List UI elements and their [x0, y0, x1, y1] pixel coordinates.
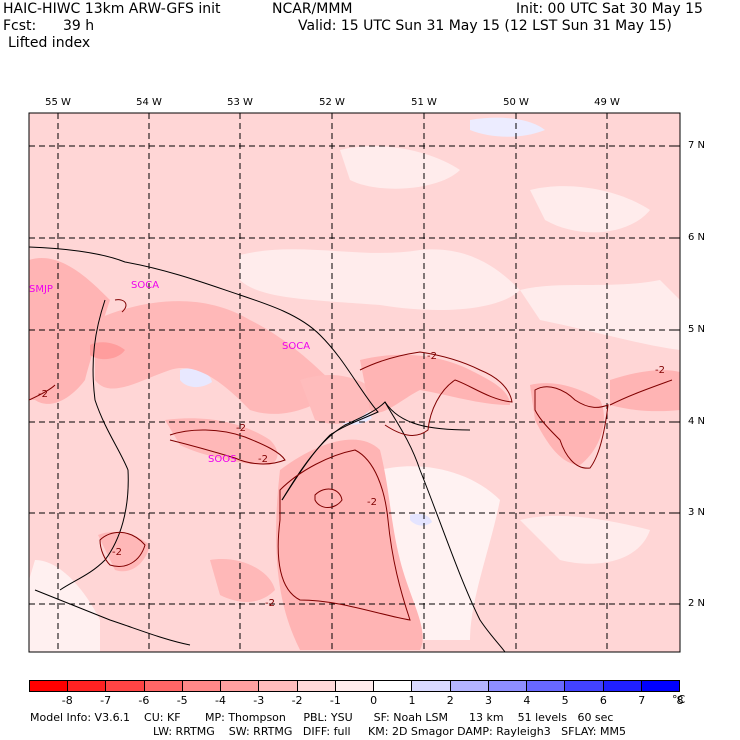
- station-label: SOCA: [282, 341, 310, 352]
- colorbar-tick-label: 6: [599, 694, 607, 707]
- lon-label: 55 W: [45, 97, 71, 108]
- colorbar-tick-label: 7: [638, 694, 646, 707]
- colorbar-swatch: [488, 681, 528, 691]
- map-frame: [28, 112, 681, 653]
- colorbar-swatch: [565, 681, 604, 691]
- colorbar-swatch: [527, 681, 566, 691]
- colorbar-tick-label: -7: [100, 694, 112, 707]
- field-name: Lifted index: [8, 35, 91, 51]
- colorbar-swatch: [106, 681, 145, 691]
- valid-time: Valid: 15 UTC Sun 31 May 15 (12 LST Sun …: [298, 18, 672, 34]
- contour-label: -2: [112, 547, 122, 558]
- contour-label: -2: [655, 365, 665, 376]
- colorbar-swatch: [412, 681, 451, 691]
- colorbar-swatch: [259, 681, 298, 691]
- init-time: Init: 00 UTC Sat 30 May 15: [516, 1, 703, 17]
- colorbar-tick-label: 3: [485, 694, 493, 707]
- colorbar-swatch: [182, 681, 222, 691]
- lon-label: 54 W: [136, 97, 162, 108]
- lat-label: 3 N: [688, 507, 706, 518]
- colorbar-swatch: [603, 681, 642, 691]
- colorbar-swatch: [374, 681, 413, 691]
- contour-label: -2: [236, 423, 246, 434]
- colorbar-swatch: [450, 681, 489, 691]
- colorbar-tick-label: 5: [561, 694, 569, 707]
- colorbar-tick-label: -3: [253, 694, 265, 707]
- colorbar-swatch: [30, 681, 69, 691]
- colorbar-tick-label: 1: [408, 694, 416, 707]
- colorbar-swatch: [221, 681, 260, 691]
- lat-ticks: [672, 145, 680, 605]
- lat-label: 6 N: [688, 232, 706, 243]
- model-info-line1: Model Info: V3.6.1 CU: KF MP: Thompson P…: [30, 711, 614, 724]
- contour-label: -2: [367, 497, 377, 508]
- colorbar-tick-label: 2: [446, 694, 454, 707]
- shaded-field: [29, 113, 680, 652]
- lat-label: 5 N: [688, 324, 706, 335]
- center-label: NCAR/MMM: [272, 1, 353, 17]
- station-label: SOCA: [131, 280, 159, 291]
- colorbar-tick-label: -2: [291, 694, 303, 707]
- colorbar-tick-label: -1: [329, 694, 341, 707]
- colorbar-swatch: [335, 681, 375, 691]
- colorbar-tick-label: -8: [61, 694, 73, 707]
- colorbar-swatch: [68, 681, 107, 691]
- colorbar-tick-label: -5: [176, 694, 188, 707]
- lon-label: 51 W: [411, 97, 437, 108]
- graticule: [29, 113, 680, 652]
- lat-label: 4 N: [688, 416, 706, 427]
- colorbar-tick-label: 8: [676, 694, 684, 707]
- colorbar-swatch: [297, 681, 336, 691]
- colorbar-unit: °C: [672, 693, 686, 706]
- lon-label: 49 W: [594, 97, 620, 108]
- colorbar-swatch: [144, 681, 183, 691]
- colorbar: [29, 680, 680, 692]
- station-label: SOOS: [208, 454, 236, 465]
- contour-label: -2: [265, 598, 275, 609]
- contour-label: -2: [38, 389, 48, 400]
- colorbar-tick-label: 4: [523, 694, 531, 707]
- forecast-hour: 39 h: [63, 18, 95, 34]
- colorbar-swatch: [641, 681, 679, 691]
- station-label: SMJP: [29, 284, 53, 295]
- lon-label: 53 W: [227, 97, 253, 108]
- colorbar-tick-label: -6: [138, 694, 150, 707]
- lon-label: 52 W: [319, 97, 345, 108]
- model-info-line2: LW: RRTMG SW: RRTMG DIFF: full KM: 2D Sm…: [153, 725, 626, 738]
- contour-label: -2: [258, 454, 268, 465]
- model-title: HAIC-HIWC 13km ARW-GFS init: [3, 1, 221, 17]
- colorbar-tick-label: 0: [370, 694, 378, 707]
- lat-label: 7 N: [688, 140, 706, 151]
- border-lines: [29, 246, 506, 652]
- contour-label: -2: [427, 351, 437, 362]
- colorbar-tick-label: -4: [214, 694, 226, 707]
- lat-label: 2 N: [688, 598, 706, 609]
- forecast-label: Fcst:: [3, 18, 37, 34]
- lon-label: 50 W: [503, 97, 529, 108]
- contours-minus2: [29, 299, 673, 621]
